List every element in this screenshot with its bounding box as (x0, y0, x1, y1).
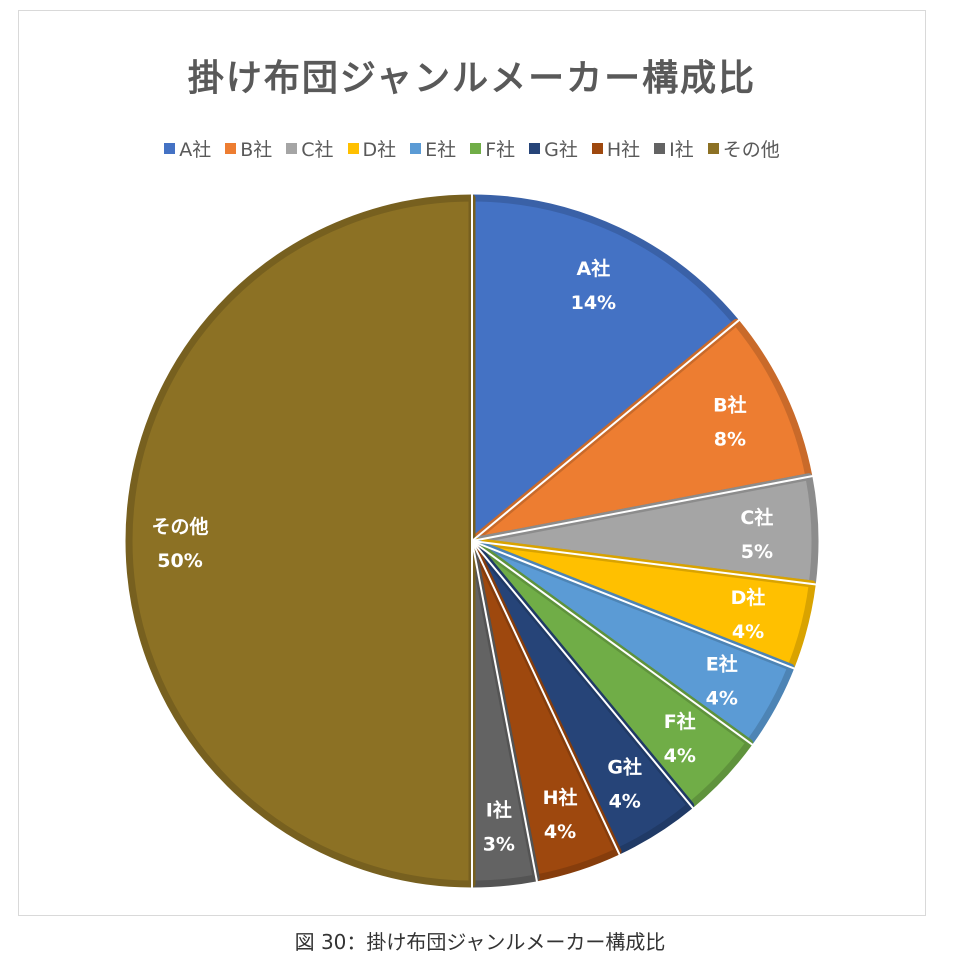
legend-swatch (286, 143, 298, 154)
legend-item: B社 (225, 135, 272, 162)
legend-item: C社 (286, 135, 334, 162)
legend-label: その他 (722, 139, 780, 161)
legend-item: D社 (347, 135, 397, 162)
slice-separator (471, 540, 621, 856)
data-label-name: I社 (486, 799, 512, 822)
pie-slice-2 (468, 318, 813, 545)
legend-label: D社 (362, 139, 397, 161)
slice-separator (471, 319, 741, 542)
data-label-name: H社 (543, 786, 578, 809)
legend-label: B社 (240, 139, 273, 161)
legend-swatch (225, 143, 237, 154)
chart-title: 掛け布団ジャンルメーカー構成比 (187, 58, 757, 99)
slice-separator (471, 540, 817, 586)
data-label-value: 8% (714, 429, 746, 451)
legend-label: C社 (301, 139, 334, 161)
data-label-value: 4% (609, 791, 641, 813)
legend-item: E社 (410, 135, 456, 162)
data-label-value: 4% (732, 621, 764, 643)
slice-separator (471, 540, 694, 810)
legend-swatch (707, 143, 719, 154)
legend-label: G社 (544, 139, 578, 161)
legend-swatch (410, 143, 422, 154)
legend-swatch (591, 143, 603, 154)
data-label-name: D社 (731, 586, 766, 609)
data-label-value: 4% (544, 821, 576, 843)
legend-label: A社 (179, 139, 212, 161)
legend-swatch (654, 143, 666, 154)
pie-slice-1 (468, 194, 740, 545)
data-label-name: B社 (713, 394, 746, 417)
slice-separator (471, 540, 539, 883)
slice-separator (471, 540, 796, 670)
legend-item: G社 (529, 135, 578, 162)
data-label-name: G社 (607, 756, 642, 779)
data-label-value: 4% (706, 687, 738, 709)
data-label-name: E社 (706, 652, 738, 675)
data-label-name: A社 (576, 257, 610, 280)
figure-caption: 図 30：掛け布団ジャンルメーカー構成比 (294, 930, 666, 954)
legend-item: F社 (470, 135, 515, 162)
legend: A社 B社 C社 D社 E社 F社 G社 H社 I社 その他 (19, 135, 925, 162)
legend-swatch (347, 143, 359, 154)
pie-chart: A社 14% B社 8% C社 5% D社 4% E社 4% F社 4% G社 4% H社 4% I社 3% その他… (125, 194, 819, 888)
data-label-name: C社 (740, 506, 773, 529)
legend-item: I社 (654, 135, 694, 162)
data-label-name: F社 (664, 710, 696, 733)
legend-swatch (164, 143, 176, 154)
slice-separator (471, 540, 754, 746)
legend-label: I社 (669, 139, 694, 161)
data-label-name: その他 (151, 515, 208, 538)
legend-label: H社 (606, 139, 641, 161)
data-label-value: 5% (741, 541, 773, 563)
legend-label: F社 (485, 139, 516, 161)
data-label-value: 14% (571, 292, 616, 314)
data-label-value: 4% (664, 745, 696, 767)
legend-item: その他 (707, 135, 780, 162)
legend-swatch (470, 143, 482, 154)
legend-item: H社 (591, 135, 641, 162)
pie-slice-10 (125, 194, 476, 888)
legend-swatch (529, 143, 541, 154)
legend-item: A社 (164, 135, 211, 162)
legend-label: E社 (425, 139, 457, 161)
slice-separator (471, 474, 814, 542)
data-label-value: 50% (157, 550, 202, 572)
data-label-value: 3% (483, 834, 515, 856)
